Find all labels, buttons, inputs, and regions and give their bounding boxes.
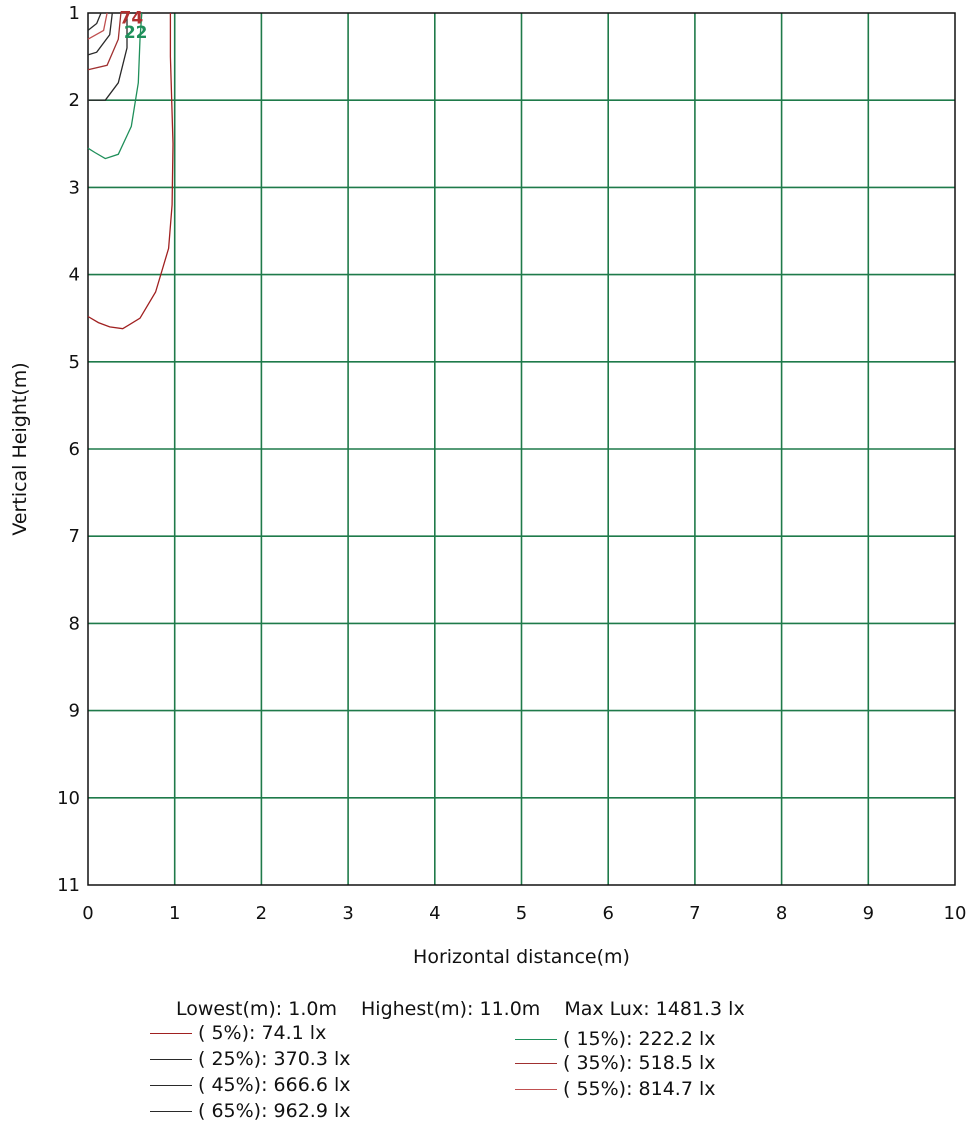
- legend-item-25: ( 25%): 370.3 lx: [150, 1048, 351, 1070]
- legend-swatch: [515, 1038, 557, 1040]
- x-tick-label: 3: [342, 903, 353, 924]
- y-tick-label: 9: [69, 701, 80, 722]
- y-tick-label: 1: [69, 3, 80, 24]
- x-tick-label: 9: [863, 903, 874, 924]
- y-tick-label: 11: [57, 875, 80, 896]
- x-tick-label: 0: [82, 903, 93, 924]
- x-tick-label: 6: [602, 903, 613, 924]
- x-tick-label: 5: [516, 903, 527, 924]
- contour-line-15pct: [87, 12, 143, 160]
- y-tick-label: 8: [69, 613, 80, 634]
- contour-line-5pct: [87, 13, 174, 330]
- contour-label: 22: [124, 23, 148, 43]
- legend-item-label: ( 65%): 962.9 lx: [198, 1100, 351, 1122]
- contour-lines: [87, 12, 174, 330]
- legend-item-55: ( 55%): 814.7 lx: [515, 1078, 716, 1100]
- legend-item-label: ( 35%): 518.5 lx: [563, 1052, 716, 1074]
- contour-label: 74: [120, 8, 144, 28]
- legend-swatch: [150, 1032, 192, 1034]
- x-tick-label: 2: [256, 903, 267, 924]
- legend-item-label: ( 15%): 222.2 lx: [563, 1028, 716, 1050]
- contour-line-55pct: [87, 12, 108, 40]
- legend-max-lux: Max Lux: 1481.3 lx: [564, 998, 745, 1020]
- contour-line-25pct: [88, 13, 128, 101]
- legend-item-15: ( 15%): 222.2 lx: [515, 1028, 716, 1050]
- legend-swatch: [150, 1110, 192, 1112]
- y-tick-label: 10: [57, 788, 80, 809]
- y-tick-label: 7: [69, 526, 80, 547]
- y-tick-label: 5: [69, 352, 80, 373]
- legend-swatch: [150, 1084, 192, 1086]
- x-tick-labels: 0 1 2 3 4 5 6 7 8 9 10: [82, 903, 966, 924]
- legend-item-5: ( 5%): 74.1 lx: [150, 1022, 326, 1044]
- x-axis-label: Horizontal distance(m): [413, 946, 630, 968]
- legend-swatch: [150, 1058, 192, 1060]
- y-tick-label: 3: [69, 177, 80, 198]
- y-axis-label: Vertical Height(m): [9, 362, 31, 535]
- y-tick-labels: 1 2 3 4 5 6 7 8 9 10 11: [57, 3, 80, 896]
- x-tick-label: 8: [776, 903, 787, 924]
- legend-item-label: ( 25%): 370.3 lx: [198, 1048, 351, 1070]
- legend-item-45: ( 45%): 666.6 lx: [150, 1074, 351, 1096]
- legend-item-label: ( 5%): 74.1 lx: [198, 1022, 327, 1044]
- contour-line-45pct: [87, 12, 113, 56]
- y-tick-label: 4: [69, 265, 80, 286]
- plot-frame: [87, 12, 956, 886]
- grid-lines: [88, 13, 955, 885]
- legend-swatch: [515, 1088, 557, 1090]
- legend-highest: Highest(m): 11.0m: [361, 998, 541, 1020]
- legend-item-65: ( 65%): 962.9 lx: [150, 1100, 351, 1122]
- x-tick-label: 10: [944, 903, 967, 924]
- legend-swatch: [515, 1062, 557, 1064]
- legend-item-35: ( 35%): 518.5 lx: [515, 1052, 716, 1074]
- legend-lowest: Lowest(m): 1.0m: [176, 998, 337, 1020]
- x-tick-label: 7: [689, 903, 700, 924]
- y-tick-label: 6: [69, 439, 80, 460]
- x-tick-label: 4: [429, 903, 440, 924]
- y-tick-label: 2: [69, 90, 80, 111]
- legend-header: Lowest(m): 1.0m Highest(m): 11.0m Max Lu…: [176, 998, 763, 1020]
- legend-item-label: ( 55%): 814.7 lx: [563, 1078, 716, 1100]
- contour-line-65pct: [87, 12, 102, 31]
- legend-item-label: ( 45%): 666.6 lx: [198, 1074, 351, 1096]
- x-tick-label: 1: [169, 903, 180, 924]
- contour-line-35pct: [87, 12, 122, 71]
